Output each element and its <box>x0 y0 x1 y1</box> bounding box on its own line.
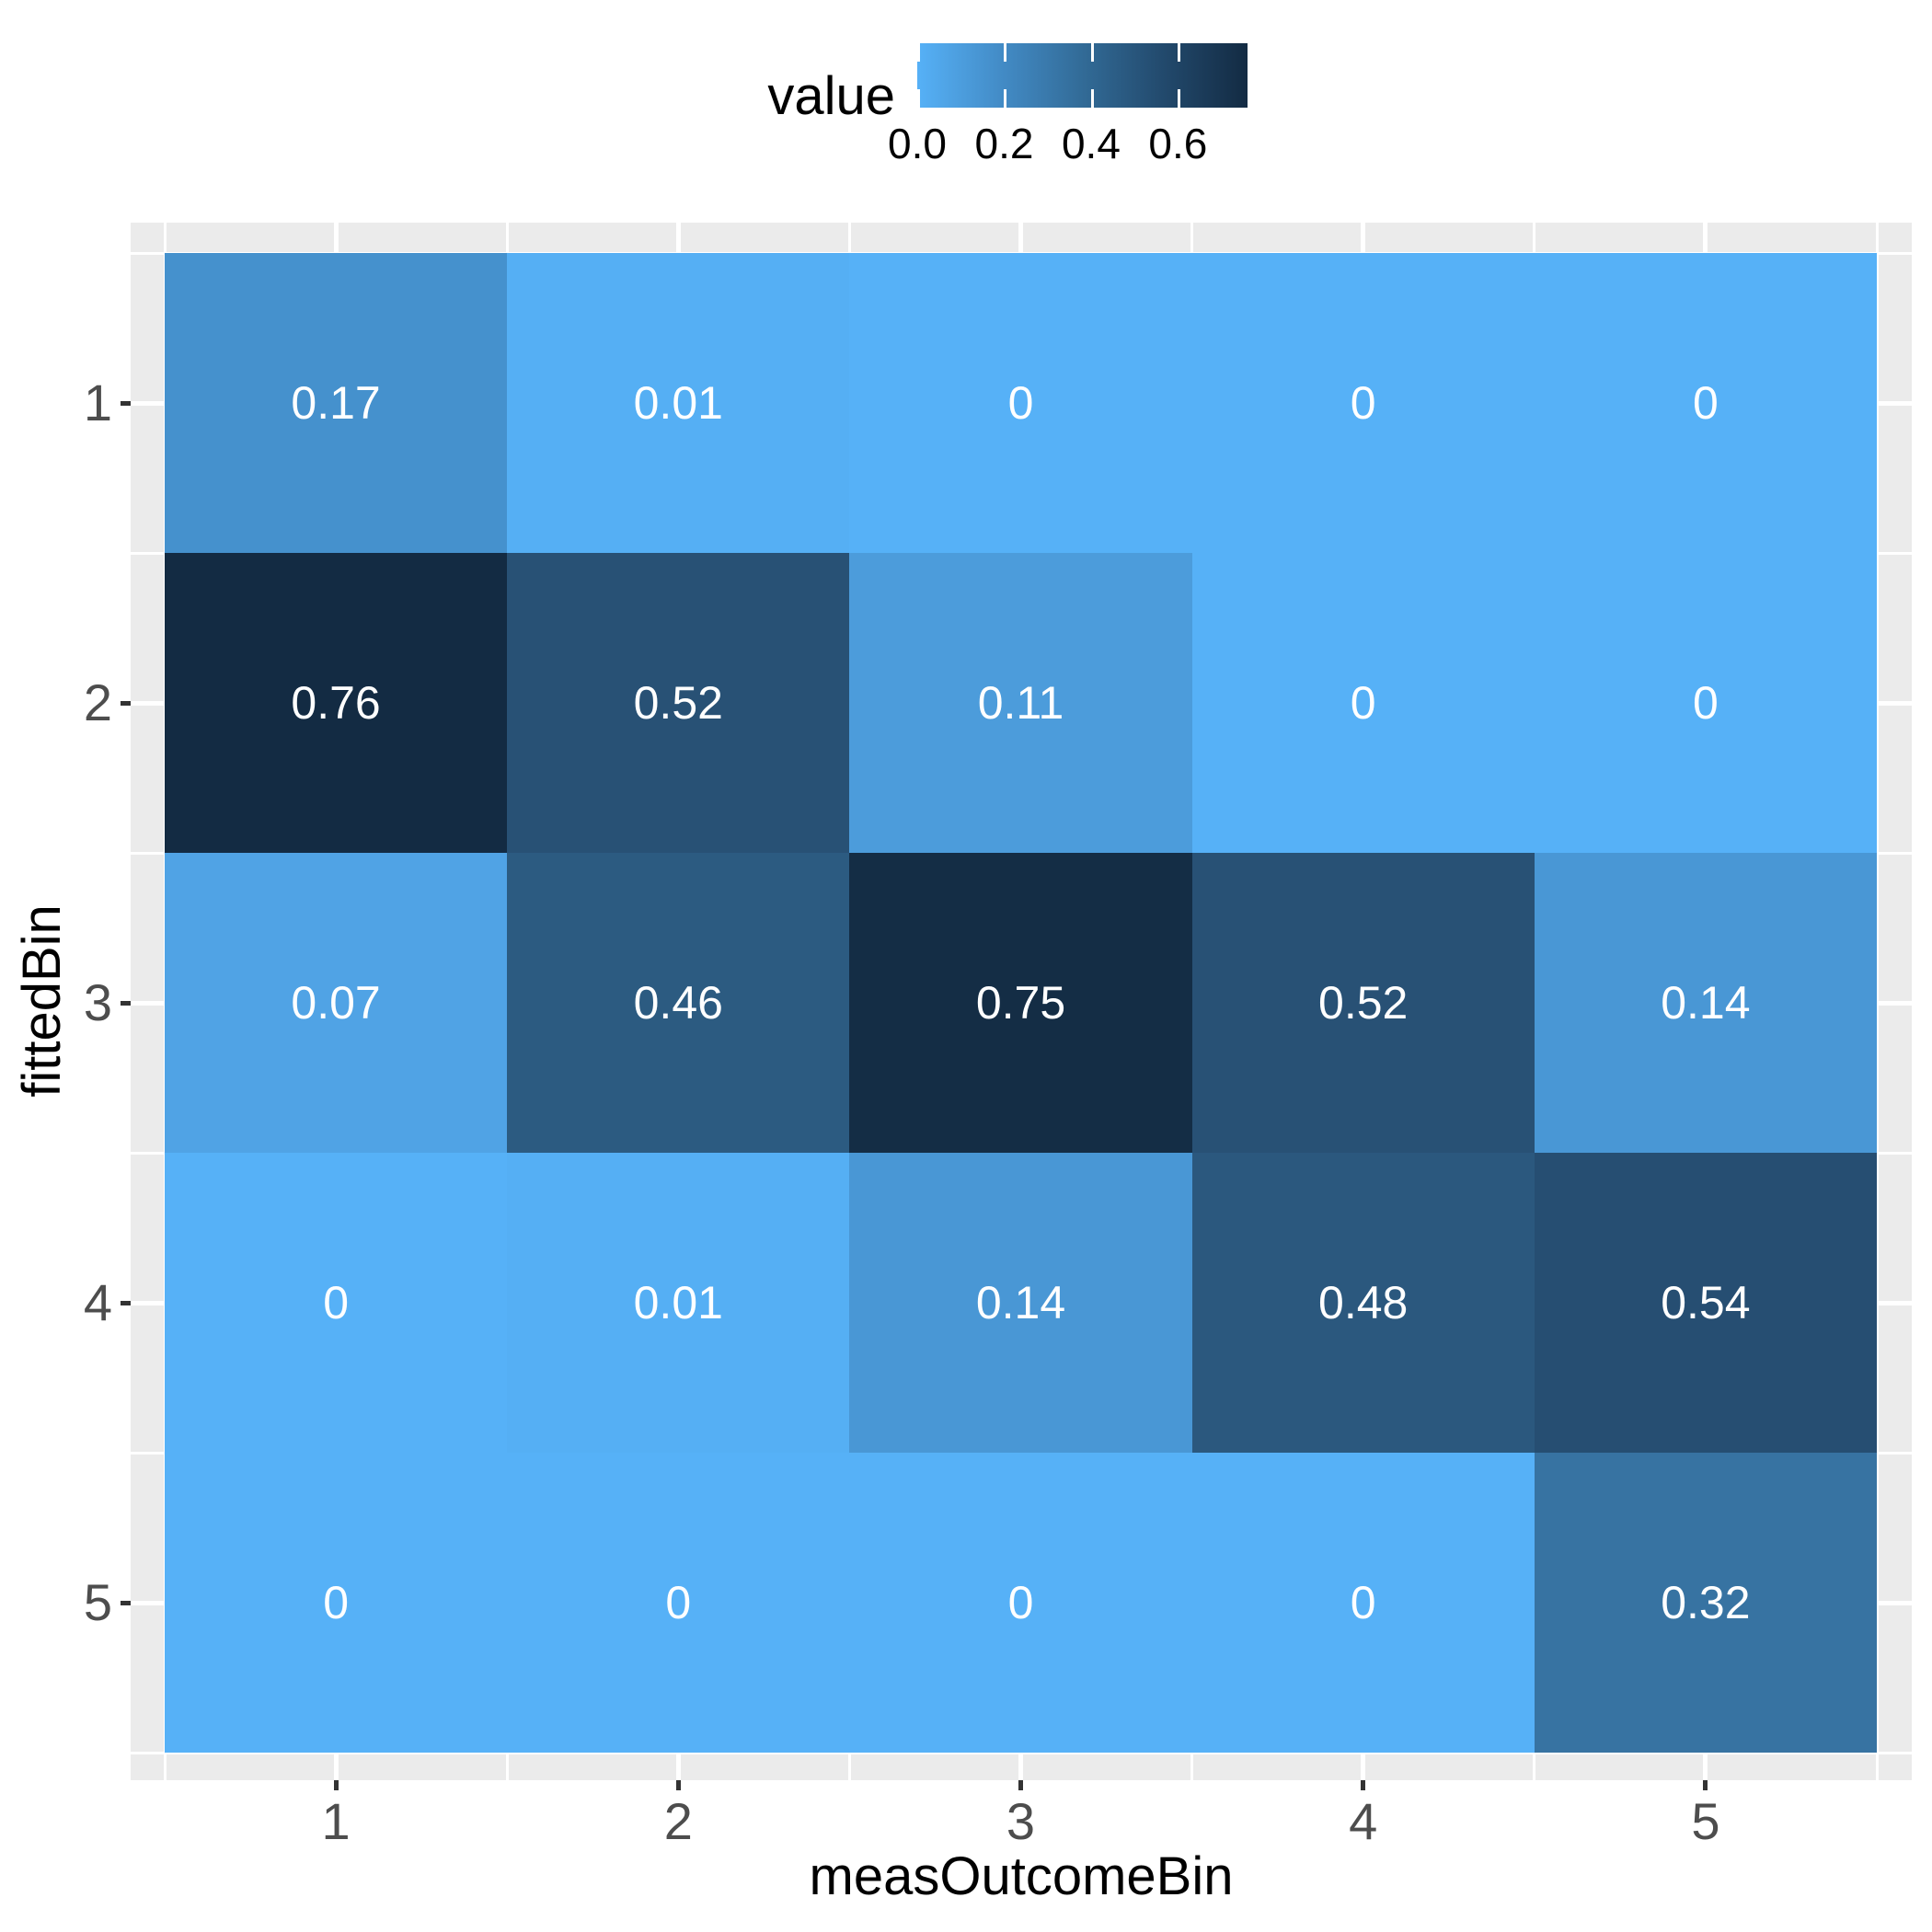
cell-value-label: 0 <box>1007 377 1034 429</box>
legend-tick-mark <box>1090 89 1094 108</box>
heatmap-cell: 0 <box>1534 553 1877 853</box>
cell-value-label: 0.54 <box>1661 1277 1751 1328</box>
y-axis-tick-label: 3 <box>83 973 112 1031</box>
legend-tick-mark <box>1004 89 1007 108</box>
x-axis-tick-mark <box>1361 1780 1366 1790</box>
cell-value-label: 0 <box>1350 377 1376 429</box>
heatmap-cell: 0.48 <box>1191 1153 1535 1453</box>
cell-value-label: 0.11 <box>977 677 1064 729</box>
cell-value-label: 0 <box>665 1577 692 1628</box>
y-axis-tick-mark <box>121 1000 131 1006</box>
x-axis-title: measOutcomeBin <box>809 1846 1234 1906</box>
heatmap-cell: 0.54 <box>1534 1153 1877 1453</box>
cell-value-label: 0.52 <box>633 677 723 729</box>
y-axis-tick-label: 4 <box>83 1273 112 1331</box>
legend-tick-mark <box>1178 89 1181 108</box>
legend-tick-label: 0.6 <box>1148 120 1208 167</box>
cell-value-label: 0 <box>1007 1577 1034 1628</box>
cell-value-label: 0 <box>1692 377 1719 429</box>
heatmap-cell: 0.01 <box>507 1153 850 1453</box>
cell-value-label: 0.07 <box>291 977 381 1029</box>
legend-tick-label: 0.4 <box>1061 120 1121 167</box>
cell-value-label: 0.46 <box>633 977 723 1029</box>
cell-value-label: 0 <box>1692 677 1719 729</box>
legend-tick-label: 0.2 <box>974 120 1034 167</box>
legend-tick-label: 0.0 <box>888 120 947 167</box>
y-axis-title: fittedBin <box>12 904 72 1098</box>
x-axis-tick-label: 2 <box>663 1792 693 1850</box>
cell-value-label: 0.48 <box>1318 1277 1409 1328</box>
heatmap-cell: 0.11 <box>849 553 1192 853</box>
legend-tick-mark <box>917 43 920 62</box>
heatmap-cell: 0.76 <box>165 553 508 853</box>
heatmap-cell: 0.52 <box>1191 853 1535 1153</box>
cell-value-label: 0.75 <box>975 977 1066 1029</box>
heatmap-cell: 0.32 <box>1534 1453 1877 1753</box>
y-axis-tick-label: 1 <box>83 374 112 431</box>
heatmap-cell: 0.01 <box>507 253 850 553</box>
legend-tick-mark <box>917 89 920 108</box>
cell-value-label: 0.01 <box>633 377 723 429</box>
x-axis-tick-label: 4 <box>1349 1792 1378 1850</box>
legend-tick-mark <box>1178 43 1181 62</box>
x-axis-tick-mark <box>675 1780 681 1790</box>
heatmap-cell: 0 <box>1191 253 1535 553</box>
heatmap-tiles: 0.17 0.01 0 0 0 0.76 0.52 0.11 0 0 0.07 0.46 0.75 0.5… <box>165 253 1877 1753</box>
cell-value-label: 0.14 <box>1661 977 1751 1029</box>
cell-value-label: 0 <box>323 1577 349 1628</box>
plot-panel: 0.17 0.01 0 0 0 0.76 0.52 0.11 0 0 0.07 0.46 0.75 0.5… <box>131 223 1912 1780</box>
y-axis-tick-label: 5 <box>83 1573 112 1631</box>
heatmap-cell: 0 <box>1191 553 1535 853</box>
cell-value-label: 0 <box>1350 677 1376 729</box>
x-axis-tick-label: 3 <box>1006 1792 1036 1850</box>
legend-gradient-bar <box>917 43 1248 108</box>
cell-value-label: 0.14 <box>975 1277 1066 1328</box>
heatmap-cell: 0.07 <box>165 853 508 1153</box>
cell-value-label: 0 <box>323 1277 349 1328</box>
cell-value-label: 0.01 <box>633 1277 723 1328</box>
y-axis-tick-mark <box>121 1600 131 1605</box>
y-axis-tick-mark <box>121 400 131 406</box>
cell-value-label: 0.32 <box>1661 1577 1751 1628</box>
y-axis-tick-mark <box>121 700 131 706</box>
heatmap-cell: 0.14 <box>849 1153 1192 1453</box>
cell-value-label: 0.17 <box>291 377 381 429</box>
heatmap-cell: 0 <box>849 1453 1192 1753</box>
x-axis-tick-mark <box>1018 1780 1023 1790</box>
heatmap-cell: 0 <box>165 1153 508 1453</box>
legend-tick-mark <box>1004 43 1007 62</box>
heatmap-cell: 0 <box>1534 253 1877 553</box>
heatmap-cell: 0.46 <box>507 853 850 1153</box>
cell-value-label: 0 <box>1350 1577 1376 1628</box>
heatmap-cell: 0 <box>1191 1453 1535 1753</box>
heatmap-cell: 0.52 <box>507 553 850 853</box>
y-axis-tick-mark <box>121 1300 131 1305</box>
legend-tick-mark <box>1090 43 1094 62</box>
cell-value-label: 0.52 <box>1318 977 1409 1029</box>
x-axis-tick-label: 1 <box>321 1792 351 1850</box>
cell-value-label: 0.76 <box>291 677 381 729</box>
heatmap-cell: 0 <box>507 1453 850 1753</box>
heatmap-cell: 0 <box>165 1453 508 1753</box>
y-axis-tick-label: 2 <box>83 673 112 731</box>
heatmap-cell: 0 <box>849 253 1192 553</box>
heatmap-cell: 0.14 <box>1534 853 1877 1153</box>
heatmap-cell: 0.75 <box>849 853 1192 1153</box>
x-axis-tick-mark <box>1703 1780 1708 1790</box>
legend-title: value <box>767 66 895 126</box>
x-axis-tick-mark <box>333 1780 339 1790</box>
x-axis-tick-label: 5 <box>1691 1792 1720 1850</box>
heatmap-cell: 0.17 <box>165 253 508 553</box>
